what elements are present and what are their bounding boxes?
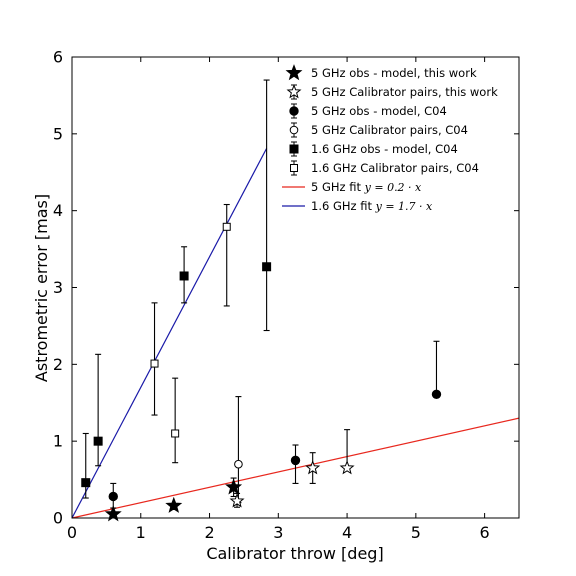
data-point-s0-p1 <box>165 496 183 513</box>
error-bar-s5-p2 <box>223 203 230 307</box>
x-axis-label: Calibrator throw [deg] <box>206 544 383 563</box>
legend-label: 5 GHz obs - model, this work <box>311 66 477 80</box>
error-bar-s4-p0 <box>82 432 89 499</box>
x-tick-label: 3 <box>273 523 283 542</box>
y-tick-label: 1 <box>53 432 63 451</box>
data-point-s1-p0 <box>229 493 245 508</box>
x-tick-label: 5 <box>411 523 421 542</box>
legend-entry-0: 5 GHz obs - model, this work <box>285 64 477 81</box>
data-point-s5-p2 <box>222 222 231 231</box>
data-point-s4-p3 <box>262 262 272 272</box>
legend-label: 5 GHz fit y = 0.2 · x <box>311 180 422 194</box>
legend-marker <box>290 164 298 172</box>
y-tick-label: 0 <box>53 509 63 528</box>
data-point-s4-p2 <box>179 271 189 281</box>
fit-line-1 <box>71 148 268 519</box>
error-bar-s4-p1 <box>95 353 102 467</box>
legend-fit-entry-1: 1.6 GHz fit y = 1.7 · x <box>282 199 433 213</box>
legend-entry-2: 5 GHz obs - model, C04 <box>289 103 447 119</box>
legend-marker <box>289 125 299 135</box>
y-tick-label: 2 <box>53 355 63 374</box>
data-point-s5-p0 <box>150 359 159 368</box>
y-axis-label: Astrometric error [mas] <box>32 194 51 382</box>
legend-entry-3: 5 GHz Calibrator pairs, C04 <box>289 122 468 138</box>
x-tick-label: 6 <box>480 523 490 542</box>
legend-label: 1.6 GHz obs - model, C04 <box>311 142 458 156</box>
legend-marker <box>286 84 302 99</box>
x-tick-label: 4 <box>342 523 352 542</box>
legend-entry-1: 5 GHz Calibrator pairs, this work <box>286 84 498 100</box>
x-tick-label: 1 <box>136 523 146 542</box>
y-tick-label: 6 <box>53 48 63 67</box>
legend-marker <box>285 64 303 81</box>
data-point-s2-p1 <box>290 455 301 466</box>
data-point-s0-p2 <box>225 478 243 495</box>
error-bar-s2-p2 <box>433 340 440 395</box>
error-bar-s5-p1 <box>172 377 179 464</box>
legend-entry-4: 1.6 GHz obs - model, C04 <box>289 141 458 157</box>
legend: 5 GHz obs - model, this work 5 GHz Calibr… <box>282 64 498 213</box>
legend-fit-formula: y = 1.7 · x <box>375 200 433 213</box>
legend-label: 5 GHz Calibrator pairs, C04 <box>311 123 468 137</box>
error-bar-s5-p0 <box>151 302 158 416</box>
data-point-s3-p0 <box>234 459 243 469</box>
legend-fit-formula: y = 0.2 · x <box>364 181 422 194</box>
legend-fit-entry-0: 5 GHz fit y = 0.2 · x <box>282 180 422 194</box>
legend-label: 5 GHz Calibrator pairs, this work <box>311 85 498 99</box>
data-point-s4-p0 <box>81 478 91 488</box>
legend-label: 5 GHz obs - model, C04 <box>311 104 447 118</box>
legend-label: 1.6 GHz fit y = 1.7 · x <box>311 199 433 213</box>
legend-label: 1.6 GHz Calibrator pairs, C04 <box>311 161 479 175</box>
legend-marker <box>289 144 299 154</box>
legend-marker <box>289 106 299 116</box>
data-point-s4-p1 <box>93 436 103 446</box>
axis-ticks: 0 1 2 3 4 5 6 0 1 2 3 4 5 6 <box>53 48 519 542</box>
y-tick-label: 4 <box>53 201 63 220</box>
error-bar-s4-p3 <box>263 79 270 332</box>
data-point-s1-p1 <box>305 460 321 475</box>
y-tick-label: 3 <box>53 278 63 297</box>
y-tick-label: 5 <box>53 124 63 143</box>
data-point-s5-p1 <box>171 429 180 438</box>
data-markers <box>81 222 442 522</box>
data-point-s2-p0 <box>108 491 118 502</box>
data-point-s2-p2 <box>431 389 442 399</box>
data-point-s1-p2 <box>339 460 355 475</box>
x-tick-label: 0 <box>67 523 77 542</box>
x-tick-label: 2 <box>204 523 214 542</box>
data-point-s0-p0 <box>104 505 122 522</box>
legend-entry-5: 1.6 GHz Calibrator pairs, C04 <box>290 160 479 176</box>
